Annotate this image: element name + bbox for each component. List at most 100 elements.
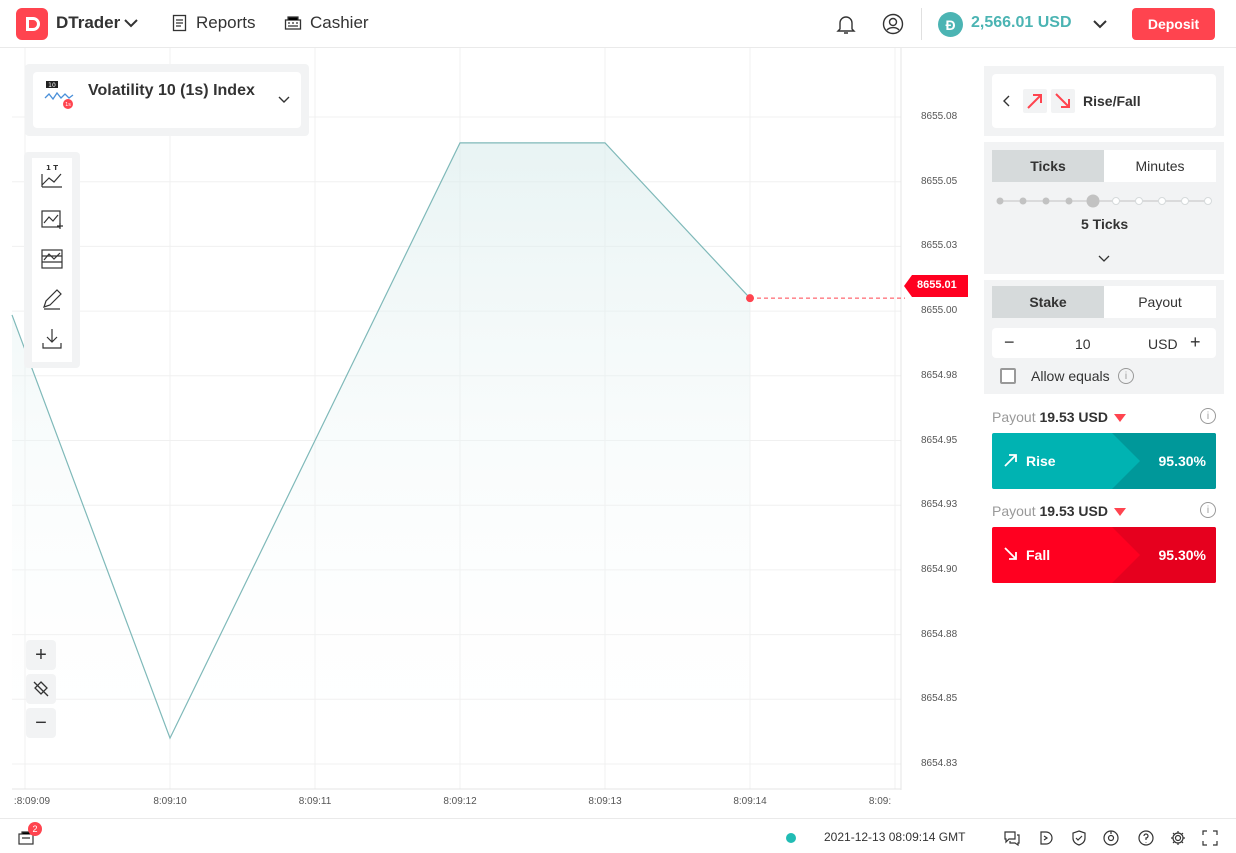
- y-axis-tick-label: 8654.98: [921, 369, 958, 381]
- y-axis-tick-label: 8655.03: [921, 240, 958, 252]
- symbol-name[interactable]: Volatility 10 (1s) Index: [88, 82, 255, 99]
- trade-type-label: Rise/Fall: [1083, 93, 1141, 109]
- tab-payout[interactable]: Payout: [1104, 286, 1216, 318]
- templates-icon[interactable]: [38, 245, 66, 273]
- bell-icon[interactable]: [834, 12, 858, 36]
- top-header: DTrader Reports Cashier Đ 2,566.01 USD D…: [0, 0, 1236, 48]
- fall-label: Fall: [1026, 547, 1051, 563]
- deriv-go-icon[interactable]: [1037, 829, 1055, 847]
- currency-account-icon[interactable]: Đ: [938, 12, 963, 37]
- nav-reports-label: Reports: [196, 13, 256, 32]
- x-axis-tick-label: 8:09:13: [588, 796, 622, 807]
- chart-type-icon[interactable]: 1 T: [38, 162, 66, 190]
- chat-icon[interactable]: [1003, 829, 1021, 847]
- app-name[interactable]: DTrader: [56, 13, 121, 32]
- account-chevron-down-icon[interactable]: [1090, 14, 1110, 34]
- rise-payout-label: Payout: [992, 409, 1036, 425]
- x-axis-tick-label: :8:09:09: [13, 796, 51, 807]
- chart-toolbar: [32, 158, 72, 362]
- network-status-dot: [786, 833, 796, 843]
- drawing-tools-icon[interactable]: [38, 285, 66, 313]
- server-time: 2021-12-13 08:09:14 GMT: [824, 830, 966, 844]
- help-icon[interactable]: [1137, 829, 1155, 847]
- x-axis-tick-label: 8:09:: [868, 796, 892, 807]
- responsible-trading-icon[interactable]: [1102, 829, 1120, 847]
- allow-equals-label: Allow equals: [1031, 368, 1110, 384]
- amount-currency: USD: [1148, 336, 1178, 352]
- fall-payout: Payout 19.53 USD: [992, 503, 1126, 519]
- rise-percent: 95.30%: [1158, 453, 1206, 469]
- x-axis-tick-label: 8:09:14: [733, 796, 767, 807]
- notifications-badge: 2: [28, 822, 42, 836]
- y-axis-tick-label: 8654.83: [921, 758, 958, 769]
- zoom-out-button[interactable]: −: [26, 708, 56, 738]
- allow-equals-info-icon[interactable]: i: [1118, 368, 1134, 384]
- tab-minutes[interactable]: Minutes: [1104, 150, 1216, 182]
- indicators-icon[interactable]: [38, 205, 66, 233]
- duration-expand-chevron-icon[interactable]: [1096, 252, 1112, 266]
- fall-button[interactable]: Fall 95.30%: [992, 527, 1216, 583]
- volatility-index-icon: 10 1s: [44, 81, 74, 109]
- fall-arrow-icon: [1051, 89, 1075, 113]
- chevron-down-icon[interactable]: [122, 14, 140, 32]
- current-price-label: 8655.01: [917, 279, 957, 291]
- decrease-amount-button[interactable]: −: [1004, 332, 1015, 352]
- reset-zoom-button[interactable]: [26, 674, 56, 704]
- y-axis-tick-label: 8654.85: [921, 693, 958, 705]
- nav-cashier-label: Cashier: [310, 13, 369, 32]
- tab-ticks[interactable]: Ticks: [992, 150, 1104, 182]
- payout-down-triangle-icon: [1113, 508, 1126, 516]
- price-line: [11, 142, 751, 740]
- minus-icon: −: [35, 711, 47, 734]
- deriv-logo-icon[interactable]: [16, 8, 48, 40]
- allow-equals-checkbox[interactable]: [1000, 368, 1016, 384]
- x-axis-tick-label: 8:09:10: [153, 796, 187, 807]
- amount-value[interactable]: 10: [1075, 336, 1091, 352]
- tab-stake[interactable]: Stake: [992, 286, 1104, 318]
- download-icon[interactable]: [38, 325, 66, 353]
- rise-payout: Payout 19.53 USD: [992, 409, 1126, 425]
- fall-arrow-white-icon: [1004, 547, 1017, 560]
- x-axis-tick-label: 8:09:12: [443, 796, 477, 807]
- amount-input[interactable]: [992, 328, 1216, 358]
- account-balance[interactable]: 2,566.01 USD: [971, 14, 1072, 31]
- fullscreen-icon[interactable]: [1201, 829, 1219, 847]
- y-axis-tick-label: 8654.90: [921, 563, 958, 575]
- crosshair-off-icon: [33, 681, 49, 697]
- rise-arrow-icon: [1023, 89, 1047, 113]
- y-axis-tick-label: 8654.95: [921, 434, 958, 446]
- nav-cashier[interactable]: Cashier: [284, 13, 369, 33]
- rise-payout-value: 19.53 USD: [1039, 409, 1108, 425]
- svg-text:10: 10: [48, 82, 56, 89]
- x-axis-tick-label: 8:09:11: [298, 796, 332, 807]
- current-price-tag: [904, 275, 968, 297]
- ticks-slider[interactable]: [992, 192, 1216, 210]
- shield-icon[interactable]: [1070, 829, 1088, 847]
- y-axis-tick-label: 8654.88: [921, 628, 958, 640]
- reports-icon: [172, 14, 187, 32]
- settings-gear-icon[interactable]: [1169, 829, 1187, 847]
- y-axis-tick-label: 8655.05: [921, 175, 958, 187]
- fall-percent: 95.30%: [1158, 547, 1206, 563]
- back-chevron-icon[interactable]: [1000, 94, 1014, 108]
- rise-payout-info-icon[interactable]: i: [1200, 408, 1216, 424]
- svg-text:1s: 1s: [65, 102, 71, 108]
- zoom-in-button[interactable]: +: [26, 640, 56, 670]
- rise-button[interactable]: Rise 95.30%: [992, 433, 1216, 489]
- fall-payout-info-icon[interactable]: i: [1200, 502, 1216, 518]
- header-divider: [921, 8, 922, 40]
- nav-reports[interactable]: Reports: [172, 13, 256, 33]
- payout-down-triangle-icon: [1113, 414, 1126, 422]
- symbol-chevron-down-icon[interactable]: [275, 90, 293, 108]
- increase-amount-button[interactable]: +: [1190, 332, 1201, 352]
- footer: 2 2021-12-13 08:09:14 GMT: [0, 818, 1236, 853]
- user-account-icon[interactable]: [881, 12, 905, 36]
- fall-payout-value: 19.53 USD: [1039, 503, 1108, 519]
- symbol-selector[interactable]: [33, 72, 301, 128]
- y-axis-tick-label: 8654.93: [921, 499, 958, 511]
- deposit-button[interactable]: Deposit: [1132, 8, 1215, 40]
- cashier-icon: [284, 16, 302, 30]
- rise-arrow-white-icon: [1004, 454, 1017, 467]
- ticks-value: 5 Ticks: [1081, 216, 1129, 232]
- svg-text:1 T: 1 T: [46, 164, 58, 172]
